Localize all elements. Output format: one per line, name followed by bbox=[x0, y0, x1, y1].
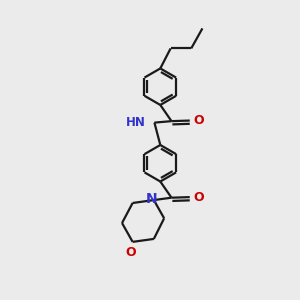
Text: N: N bbox=[146, 192, 157, 206]
Text: HN: HN bbox=[126, 116, 146, 128]
Text: O: O bbox=[194, 191, 204, 204]
Text: O: O bbox=[194, 114, 204, 127]
Text: O: O bbox=[126, 246, 136, 259]
